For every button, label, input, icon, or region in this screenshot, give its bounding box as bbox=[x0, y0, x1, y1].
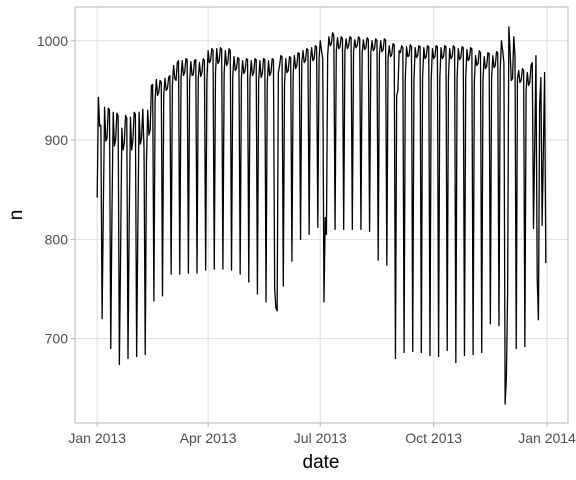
x-tick-label: Oct 2013 bbox=[405, 430, 462, 446]
lines bbox=[96, 26, 547, 405]
y-tick-label: 700 bbox=[45, 331, 69, 347]
grid bbox=[75, 7, 568, 423]
x-tick-label: Apr 2013 bbox=[180, 430, 237, 446]
data-line bbox=[96, 26, 547, 405]
y-tick-label: 1000 bbox=[37, 33, 68, 49]
x-tick-label: Jan 2013 bbox=[68, 430, 126, 446]
y-axis-title: n bbox=[6, 210, 27, 221]
x-tick-label: Jan 2014 bbox=[518, 430, 576, 446]
panel-border bbox=[74, 6, 569, 424]
axes: 700 800 900 1000 Jan 2013 Apr 2013 Jul 2013 Oct… bbox=[37, 33, 576, 446]
y-tick-label: 900 bbox=[45, 132, 69, 148]
y-tick-label: 800 bbox=[45, 231, 69, 247]
x-tick-label: Jul 2013 bbox=[294, 430, 347, 446]
panel bbox=[75, 7, 568, 423]
x-axis-title: date bbox=[303, 452, 340, 473]
